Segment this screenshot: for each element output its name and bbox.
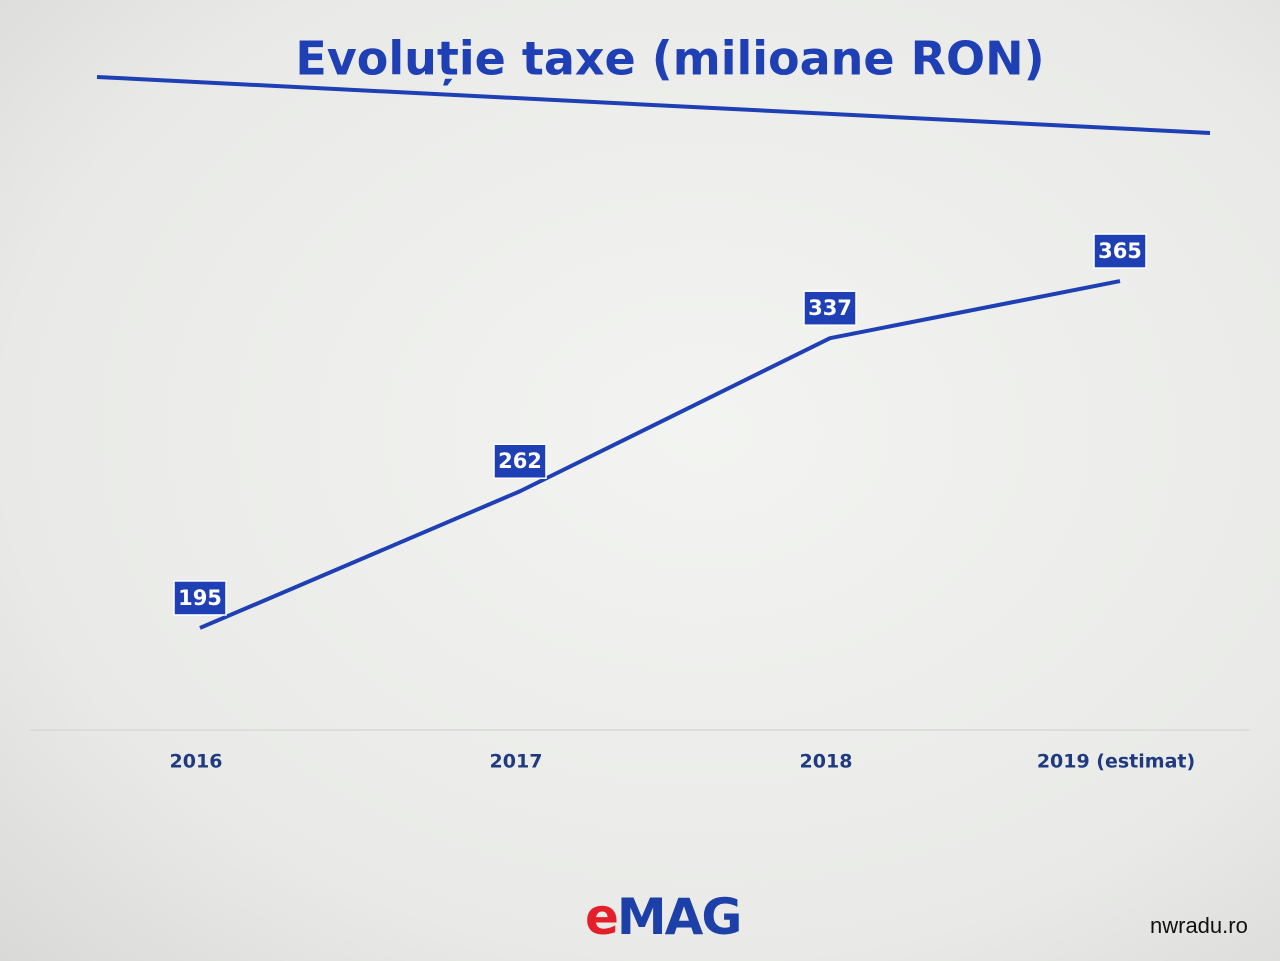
title-underline bbox=[96, 75, 1211, 135]
data-label: 262 bbox=[498, 449, 542, 473]
x-tick-label: 2017 bbox=[490, 751, 543, 773]
data-label: 337 bbox=[808, 296, 852, 320]
data-line bbox=[199, 279, 1121, 630]
data-label-box bbox=[173, 580, 227, 616]
x-tick-label: 2018 bbox=[800, 751, 853, 773]
data-label-box bbox=[493, 443, 547, 479]
data-label-box bbox=[803, 290, 857, 326]
logo: eMAG bbox=[585, 888, 742, 946]
data-label-box bbox=[1093, 233, 1147, 269]
x-tick-label: 2019 (estimat) bbox=[1037, 751, 1195, 773]
data-label: 195 bbox=[178, 586, 222, 610]
data-label: 365 bbox=[1098, 239, 1142, 263]
x-tick-label: 2016 bbox=[170, 751, 223, 773]
chart-title: Evoluție taxe (milioane RON) bbox=[295, 32, 1044, 86]
watermark: nwradu.ro bbox=[1150, 913, 1248, 938]
